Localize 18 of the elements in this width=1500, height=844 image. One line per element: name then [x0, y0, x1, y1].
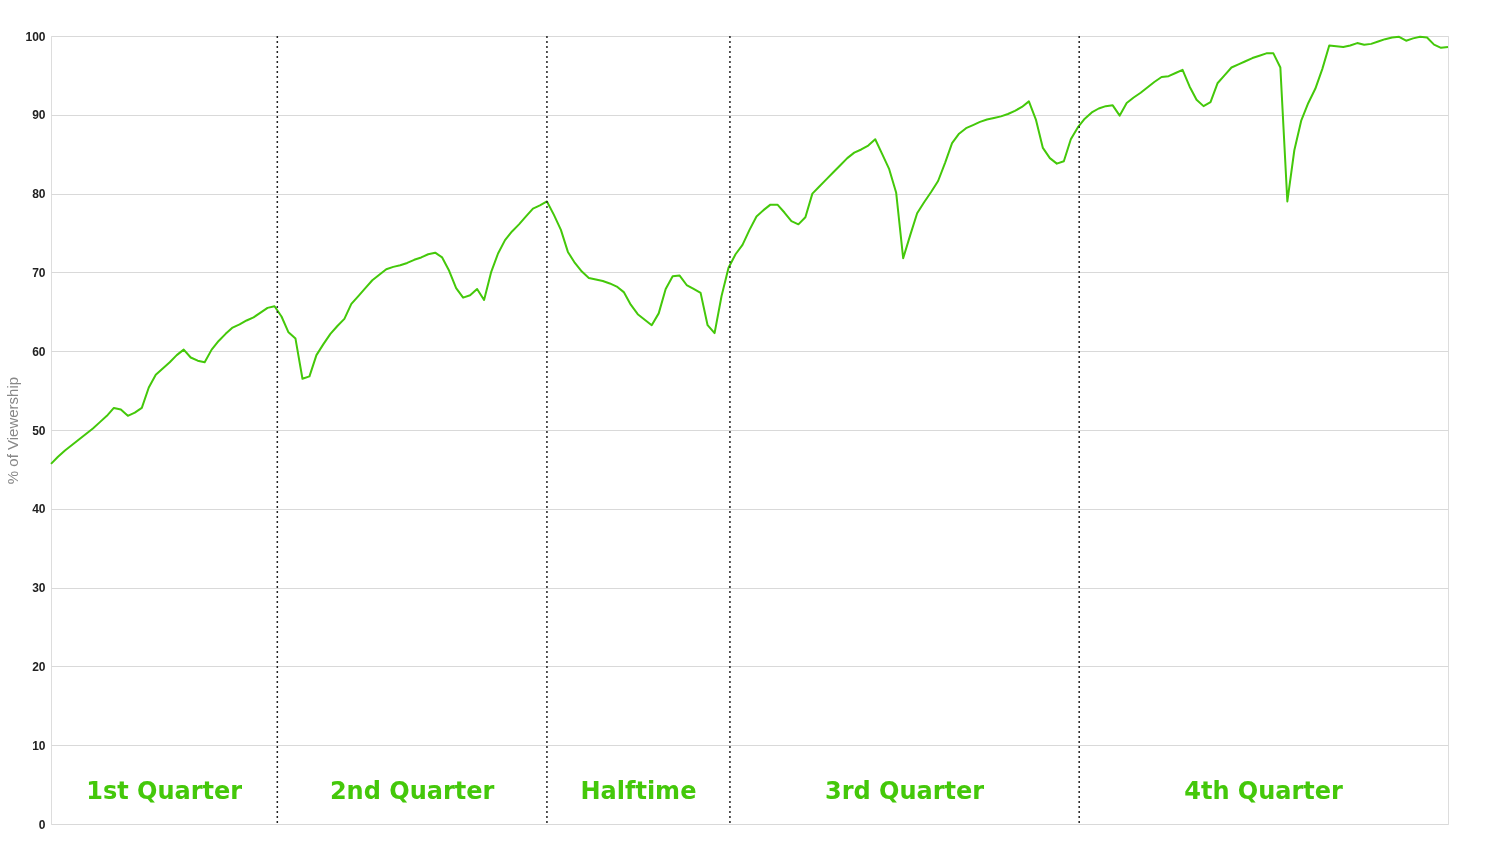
y-tick-label: 40 — [32, 502, 46, 517]
y-tick-label: 80 — [32, 187, 46, 202]
y-tick-label: 0 — [38, 817, 46, 832]
annotation: 2nd Quarter — [329, 777, 495, 805]
y-tick-label: 70 — [32, 265, 46, 280]
annotation: 3rd Quarter — [824, 777, 985, 805]
y-axis-title: % of Viewership — [4, 376, 22, 485]
y-tick-label: 90 — [32, 108, 46, 123]
y-tick-label: 10 — [32, 738, 46, 753]
y-tick-label: 20 — [32, 659, 46, 674]
annotation: 1st Quarter — [86, 777, 243, 805]
y-tick-label: 60 — [32, 344, 46, 359]
y-tick-label: 50 — [32, 423, 46, 438]
annotation: 4th Quarter — [1184, 777, 1344, 805]
annotation: Halftime — [580, 777, 697, 805]
y-tick-label: 30 — [32, 581, 46, 596]
line-series — [50, 35, 1449, 465]
y-tick-label: 100 — [25, 29, 46, 44]
